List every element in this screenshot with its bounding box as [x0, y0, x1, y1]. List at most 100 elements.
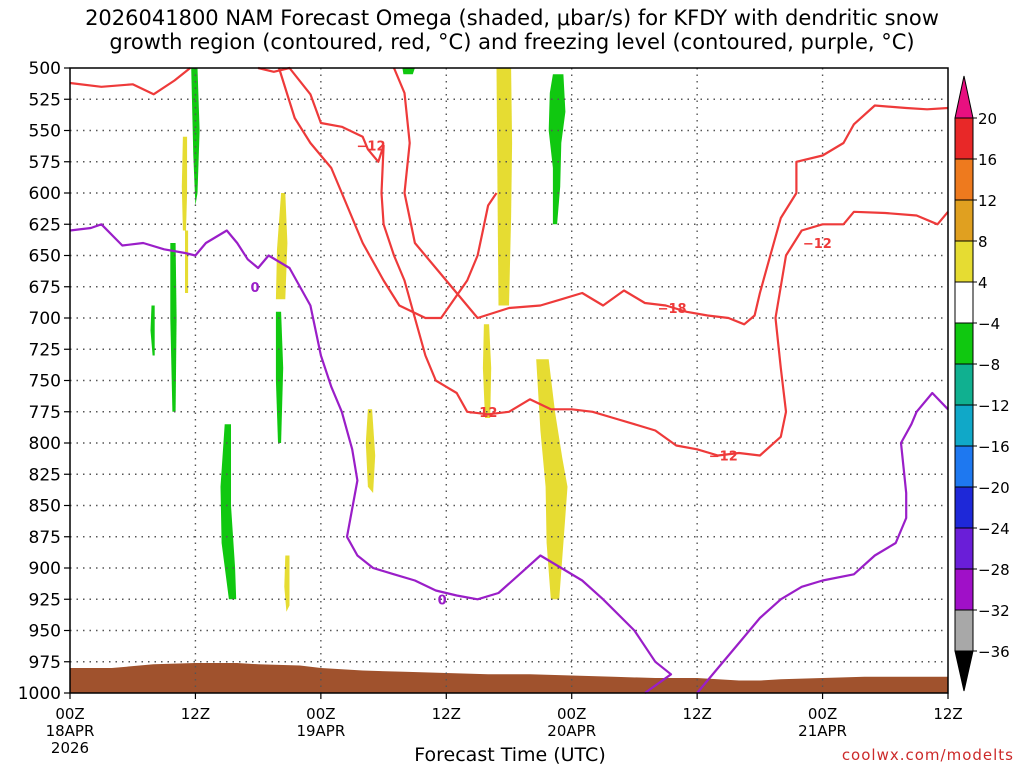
- x-tick-label: 12Z: [933, 705, 962, 723]
- y-tick-label: 550: [29, 122, 61, 142]
- colorbar-label: 12: [978, 192, 997, 210]
- x-tick-label: 12Z: [181, 705, 210, 723]
- contour-line-2: [277, 67, 498, 320]
- y-tick-label: 925: [29, 590, 61, 610]
- omega-green-region-9: [191, 68, 200, 206]
- omega-yellow-region-4: [275, 193, 288, 300]
- title-line-1: 2026041800 NAM Forecast Omega (shaded, μ…: [85, 6, 939, 30]
- colorbar-bin: [954, 158, 974, 201]
- x-tick-label: 12Z: [432, 705, 461, 723]
- y-tick-label: 1000: [18, 684, 61, 704]
- colorbar-bin: [954, 404, 974, 447]
- contour-line-4: [69, 223, 673, 694]
- omega-green-region-10: [170, 243, 177, 412]
- colorbar-label: −16: [978, 438, 1010, 456]
- x-tick-label: 12Z: [682, 705, 711, 723]
- contour-line-0: [69, 67, 191, 96]
- colorbar-bin: [954, 445, 974, 488]
- contour-label: −12: [709, 450, 738, 465]
- y-tick-label: 600: [29, 184, 61, 204]
- omega-green-region-13: [220, 424, 237, 600]
- colorbar-under-arrow: [954, 650, 974, 692]
- terrain-fill: [70, 663, 948, 693]
- y-tick-label: 950: [29, 622, 61, 642]
- colorbar-over-arrow: [954, 75, 974, 119]
- omega-yellow-region-2: [482, 324, 492, 418]
- y-tick-label: 675: [29, 278, 61, 298]
- y-tick-label: 650: [29, 247, 61, 267]
- colorbar-label: −8: [978, 356, 1000, 374]
- colorbar-label: 4: [978, 274, 988, 292]
- x-tick-label: 00Z: [808, 705, 837, 723]
- x-tick-label: 00Z: [306, 705, 335, 723]
- x-tick-label: 00Z: [55, 705, 84, 723]
- title-line-2: growth region (contoured, red, °C) and f…: [109, 30, 915, 54]
- y-tick-label: 500: [29, 59, 61, 79]
- contour-label: −12: [803, 237, 832, 252]
- contour-label: 0: [250, 281, 259, 296]
- colorbar-label: −24: [978, 520, 1010, 538]
- y-tick-label: 850: [29, 497, 61, 517]
- y-tick-label: 625: [29, 215, 61, 235]
- contour-line-3: [392, 67, 949, 326]
- y-tick-label: 775: [29, 403, 61, 423]
- y-tick-label: 800: [29, 434, 61, 454]
- omega-green-region-11: [150, 305, 155, 356]
- terrain-polygon: [70, 663, 948, 693]
- omega-green-region-8: [548, 74, 566, 225]
- x-tick-date: 20APR: [547, 722, 596, 740]
- colorbar-bin: [954, 527, 974, 570]
- colorbar-bin: [954, 322, 974, 365]
- colorbar-label: 20: [978, 110, 997, 128]
- colorbar-label: −32: [978, 602, 1010, 620]
- contour-line-5: [696, 391, 949, 694]
- x-tick-date: 21APR: [798, 722, 847, 740]
- x-tick-date: 18APR: [46, 722, 95, 740]
- colorbar-label: −20: [978, 479, 1010, 497]
- grid-lines: [70, 68, 948, 693]
- colorbar-label: 8: [978, 233, 988, 251]
- colorbar-bin: [954, 363, 974, 406]
- omega-shading: [150, 68, 568, 612]
- colorbar-bin: [954, 240, 974, 283]
- x-tick-year: 2026: [51, 739, 89, 757]
- axis-ticks: 500 525 550 575 600 625 650 675 700 725 750 775 800 8…: [18, 59, 963, 757]
- omega-yellow-region-0: [496, 68, 513, 306]
- colorbar-label: −36: [978, 643, 1010, 661]
- x-tick-date: 19APR: [296, 722, 345, 740]
- colorbar-bin: [954, 281, 974, 324]
- y-tick-label: 750: [29, 372, 61, 392]
- omega-yellow-region-1: [536, 359, 568, 600]
- colorbar-bin: [954, 609, 974, 652]
- y-tick-label: 825: [29, 465, 61, 485]
- colorbar-label: −28: [978, 561, 1010, 579]
- omega-yellow-region-7: [284, 555, 290, 612]
- y-tick-label: 525: [29, 90, 61, 110]
- y-tick-label: 575: [29, 153, 61, 173]
- colorbar-label: −12: [978, 397, 1010, 415]
- colorbar-label: −4: [978, 315, 1000, 333]
- x-axis-title: Forecast Time (UTC): [414, 744, 606, 766]
- contour-label: −18: [658, 302, 687, 317]
- colorbar-bin: [954, 568, 974, 611]
- omega-green-region-12: [275, 311, 284, 443]
- credit-text: coolwx.com/modelts: [841, 746, 1014, 764]
- y-tick-label: 700: [29, 309, 61, 329]
- omega-green-region-14: [402, 68, 415, 75]
- contour-lines: [69, 66, 949, 694]
- colorbar-bin: [954, 486, 974, 529]
- omega-yellow-region-3: [365, 409, 376, 493]
- contour-labels: −12 −12 −12 −12 −18 0 0: [250, 140, 831, 609]
- y-tick-label: 975: [29, 653, 61, 673]
- colorbar-bin: [954, 117, 974, 160]
- colorbar-bin: [954, 199, 974, 242]
- contour-label: −12: [468, 406, 497, 421]
- contour-label: −12: [357, 140, 386, 155]
- omega-yellow-region-5: [181, 136, 188, 231]
- x-tick-label: 00Z: [557, 705, 586, 723]
- omega-yellow-region-6: [185, 230, 189, 293]
- y-tick-label: 725: [29, 340, 61, 360]
- colorbar-label: 16: [978, 151, 997, 169]
- contour-label: 0: [438, 593, 447, 608]
